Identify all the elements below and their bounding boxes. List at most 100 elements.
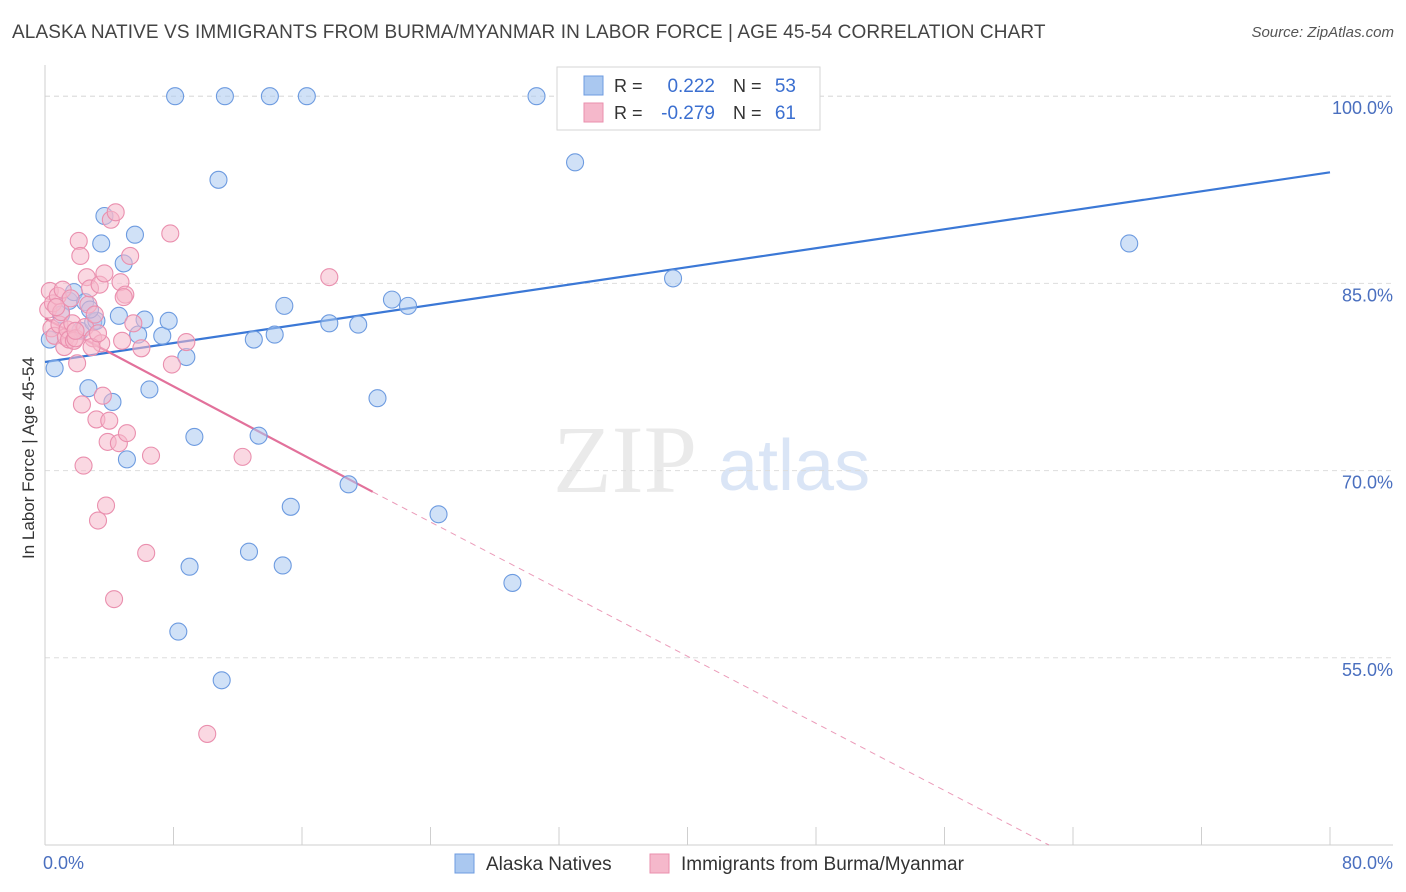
point-alaska: [398, 296, 418, 315]
point-alaska: [663, 269, 683, 288]
legend-r-label-burma: R =: [614, 103, 643, 123]
point-burma: [121, 246, 140, 265]
point-alaska: [209, 170, 228, 189]
point-burma: [96, 496, 116, 515]
point-alaska: [45, 359, 64, 378]
point-burma: [161, 224, 180, 243]
point-alaska: [125, 225, 144, 244]
point-alaska: [249, 426, 268, 445]
trend-extension-burma: [372, 491, 1050, 846]
point-burma: [132, 339, 151, 358]
point-burma: [88, 324, 108, 343]
point-alaska: [109, 306, 128, 325]
point-alaska: [166, 87, 185, 106]
trend-line-alaska: [44, 171, 1331, 364]
bottom-legend-swatch-alaska: [454, 853, 475, 874]
legend-n-value-alaska: 53: [775, 76, 796, 97]
point-burma: [124, 314, 143, 333]
point-burma: [106, 203, 125, 222]
legend-n-value-burma: 61: [775, 103, 796, 124]
point-burma: [233, 447, 252, 466]
point-alaska: [140, 380, 159, 399]
y-tick-label: 55.0%: [1342, 660, 1393, 680]
point-burma: [74, 456, 93, 475]
point-alaska: [153, 326, 172, 345]
bottom-legend-label-burma: Immigrants from Burma/Myanmar: [681, 854, 965, 875]
point-burma: [88, 511, 108, 530]
axes: [44, 65, 1393, 846]
x-tick-label: 80.0%: [1342, 853, 1393, 873]
y-axis-title: In Labor Force | Age 45-54: [19, 357, 38, 559]
chart-source: Source: ZipAtlas.com: [1251, 24, 1394, 41]
point-burma: [93, 386, 112, 405]
grid-lines: [45, 95, 1393, 659]
point-burma: [85, 305, 104, 324]
point-alaska: [297, 87, 316, 106]
point-burma: [66, 321, 85, 340]
point-burma: [72, 395, 91, 414]
point-burma: [177, 333, 196, 352]
point-alaska: [275, 296, 294, 315]
point-burma: [320, 268, 339, 287]
data-points: [39, 87, 1139, 743]
legend-r-value-burma: -0.279: [661, 103, 715, 124]
point-alaska: [1120, 234, 1139, 253]
legend-swatch-burma: [583, 102, 604, 123]
point-burma: [105, 590, 124, 609]
y-tick-label: 70.0%: [1342, 473, 1393, 493]
point-alaska: [260, 87, 279, 106]
point-burma: [162, 355, 181, 374]
point-burma: [137, 543, 156, 563]
point-burma: [114, 288, 133, 307]
point-burma: [141, 446, 161, 465]
point-alaska: [339, 475, 358, 494]
point-alaska: [79, 379, 98, 398]
y-tick-label: 100.0%: [1332, 98, 1393, 118]
point-alaska: [527, 87, 546, 106]
point-alaska: [92, 234, 111, 253]
bottom-legend-label-alaska: Alaska Natives: [486, 854, 612, 875]
legend-r-value-alaska: 0.222: [667, 76, 715, 97]
point-burma: [95, 264, 114, 283]
point-alaska: [185, 427, 204, 446]
point-burma: [198, 724, 217, 743]
point-alaska: [265, 325, 284, 344]
legend-n-label-alaska: N =: [733, 76, 762, 96]
legend-swatch-alaska: [583, 75, 604, 96]
chart-title: ALASKA NATIVE VS IMMIGRANTS FROM BURMA/M…: [12, 22, 1046, 43]
point-burma: [61, 289, 80, 308]
watermark-zip: ZIP: [553, 406, 697, 513]
point-burma: [71, 246, 90, 265]
legend-n-label-burma: N =: [733, 103, 762, 123]
correlation-legend: R = 0.222 N = 53 R = -0.279 N = 61: [556, 66, 821, 131]
point-alaska: [382, 290, 402, 309]
point-alaska: [159, 311, 178, 330]
point-burma: [68, 354, 87, 373]
point-alaska: [212, 671, 231, 690]
point-alaska: [169, 622, 188, 641]
point-burma: [69, 231, 88, 251]
point-alaska: [244, 330, 263, 349]
point-alaska: [429, 505, 448, 524]
point-alaska: [273, 556, 292, 575]
series-legend: Alaska Natives Immigrants from Burma/Mya…: [454, 853, 965, 875]
point-burma: [47, 298, 66, 317]
y-tick-label: 85.0%: [1342, 285, 1393, 305]
point-alaska: [320, 314, 339, 333]
point-burma: [100, 411, 119, 430]
tick-labels: 55.0% 70.0% 85.0% 100.0% 0.0% 80.0%: [43, 98, 1393, 873]
point-burma: [117, 424, 136, 443]
point-alaska: [281, 497, 300, 516]
point-alaska: [503, 573, 522, 592]
point-burma: [113, 331, 132, 350]
bottom-legend-swatch-burma: [649, 853, 670, 874]
watermark-atlas: atlas: [718, 426, 870, 506]
legend-r-label-alaska: R =: [614, 76, 643, 96]
point-alaska: [368, 389, 387, 408]
point-alaska: [180, 557, 199, 576]
point-alaska: [117, 450, 136, 469]
point-alaska: [239, 542, 259, 561]
point-alaska: [566, 153, 585, 172]
point-alaska: [215, 87, 234, 106]
